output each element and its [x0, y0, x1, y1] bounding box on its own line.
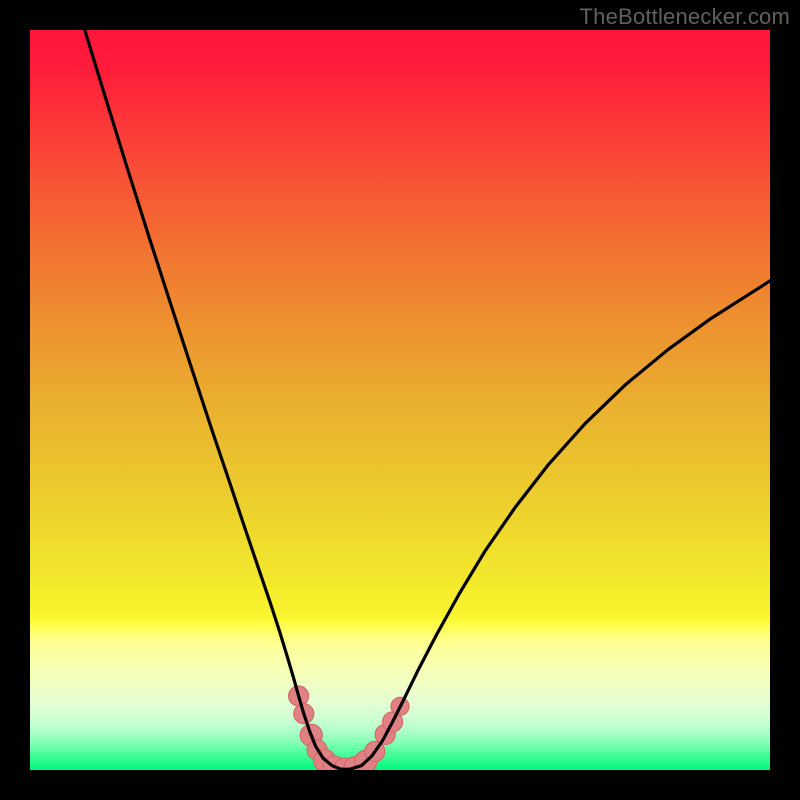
gradient-background	[30, 30, 770, 770]
chart-root: TheBottlenecker.com	[0, 0, 800, 800]
chart-svg	[30, 30, 770, 770]
plot-area	[30, 30, 770, 770]
watermark-text: TheBottlenecker.com	[580, 4, 790, 30]
